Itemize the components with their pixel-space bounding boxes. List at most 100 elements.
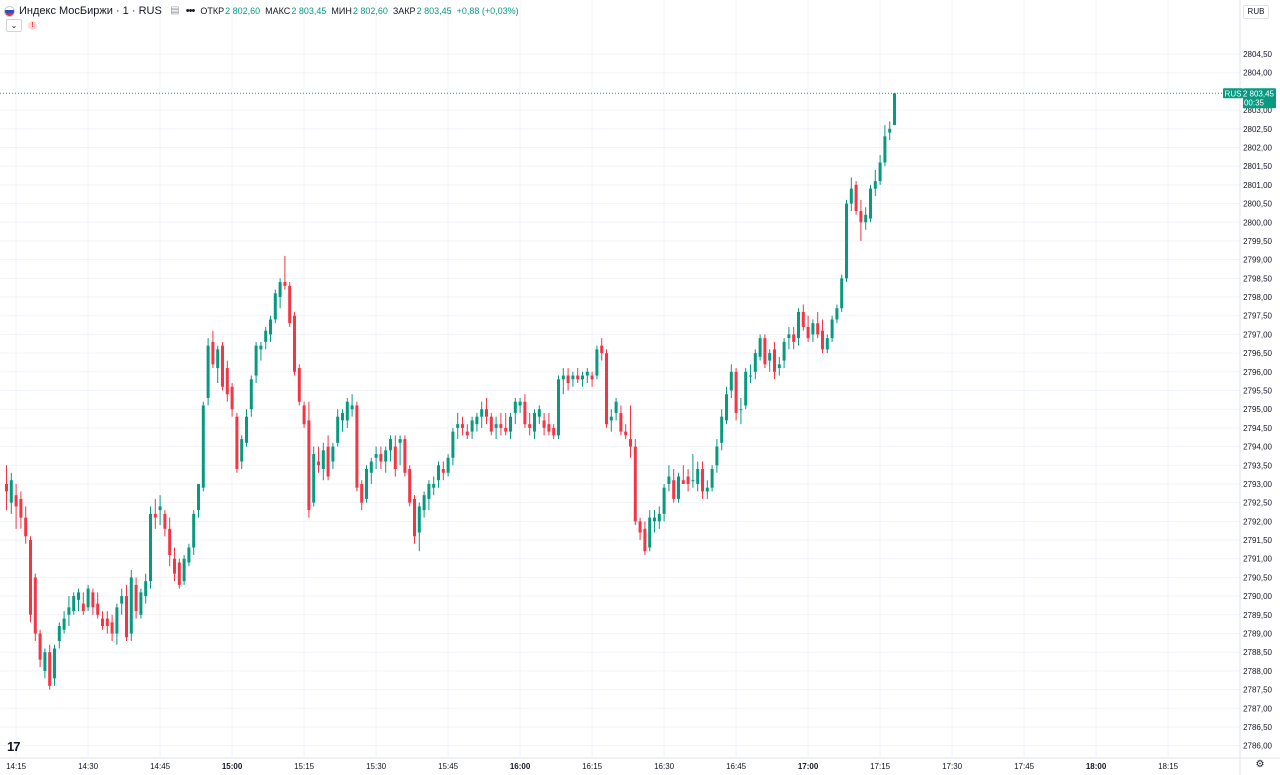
time-axis[interactable]: 14:15 14:30 14:45 15:00 15:15 15:30 15:45 16:00… [6,762,1179,771]
candle [206,338,210,406]
candle-body [883,136,887,163]
candle-body [777,364,781,369]
price-axis[interactable]: 2804,50 2804,00 2803,00 2802,50 2802,00 2801,… [1243,50,1272,751]
candle-body [821,330,824,350]
change-value: +0,88 (+0,03%) [456,6,519,16]
time-tick-label: 18:15 [1158,762,1179,771]
collapse-icon[interactable]: ⌄ [6,19,22,32]
candle [566,368,570,391]
candle [590,371,594,387]
symbol-badge [1223,88,1243,99]
close-label: ЗАКР [392,6,416,16]
candle-body [825,338,829,350]
high-label: МАКС [265,6,291,16]
time-tick-label: 16:15 [582,762,603,771]
candle-body [475,416,479,425]
candle-body [571,375,575,380]
candle [432,476,436,496]
candle [365,465,368,503]
candle-body [797,311,800,339]
candle-body [81,603,85,612]
candle [14,483,18,529]
candle [168,517,172,567]
candles [5,93,896,690]
candle-body [96,603,100,615]
candle-body [201,405,205,488]
candle [864,207,868,230]
candle [633,439,637,526]
candle [110,614,114,641]
settings-gear-icon[interactable]: ⚙ [1255,759,1265,770]
candle [888,121,892,141]
pin-icon[interactable]: ▤ [170,5,180,16]
candle-body [638,521,642,533]
candle [201,401,205,492]
candle-body [249,379,253,410]
candle [221,341,224,391]
candle [393,435,397,477]
candle [245,409,248,447]
price-tick-label: 2796,00 [1243,368,1272,377]
candle-body [763,338,767,365]
candle-body [293,315,296,372]
candle [787,326,791,350]
candle [33,573,37,641]
candle [494,416,498,440]
candle-body [307,420,311,511]
candle [350,394,354,417]
candle [144,573,148,604]
candle [249,375,253,417]
candle [845,199,848,283]
time-tick-label: 15:45 [438,762,459,771]
candle-body [609,416,613,421]
more-options-button[interactable]: ••• [185,5,196,17]
candle-body [230,386,234,410]
candle [729,364,733,398]
currency-button[interactable]: RUB [1243,5,1269,19]
candle [739,397,743,425]
candle-body [451,431,455,458]
candle-body [312,454,316,503]
alert-icon[interactable]: ! [28,21,37,30]
candle-body [581,375,584,380]
price-tick-label: 2797,00 [1243,330,1272,339]
candle [355,401,359,492]
price-tick-label: 2799,50 [1243,237,1272,246]
candle [446,454,450,477]
candle-body [129,577,133,634]
symbol-title[interactable]: Индекс МосБиржи · 1 · RUS [19,5,162,17]
candle [259,341,263,361]
candle-body [432,483,436,488]
tradingview-logo[interactable]: 17 [7,739,21,754]
candle [283,255,287,290]
candle [547,412,551,436]
candle-body [461,424,464,428]
candle-body [269,319,272,335]
candle-body [537,409,541,417]
candle [197,483,200,518]
candle-body [653,517,656,522]
candle [273,289,277,324]
candle-body [33,577,37,634]
candle-body [499,424,503,428]
candle [413,495,416,544]
candle [331,442,335,470]
candle [240,435,244,470]
price-tick-label: 2798,00 [1243,293,1272,302]
candle [312,446,316,507]
candle-body [144,581,148,597]
candle-body [792,334,796,342]
candle-body [576,375,580,380]
candle-body [513,401,517,413]
candle-body [101,618,104,627]
candle-body [336,416,340,443]
candle-body [206,345,210,398]
legend-controls: ⌄ ! [6,19,37,32]
candle [302,401,306,428]
candle-body [561,375,565,380]
candle-body [494,424,498,428]
price-tick-label: 2786,00 [1243,742,1272,751]
candle-body [62,618,66,630]
